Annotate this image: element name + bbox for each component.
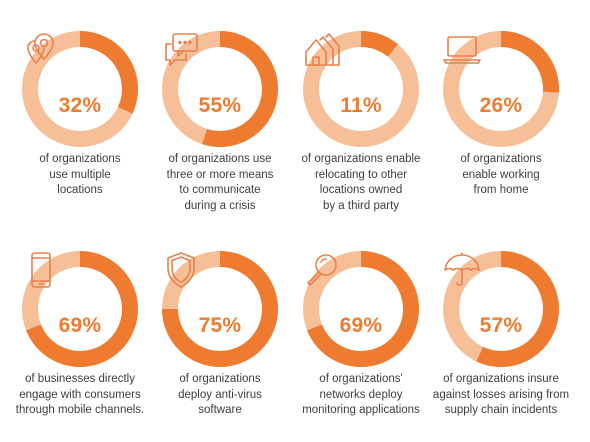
donut-value-arc [500,31,559,93]
smartphone-icon [31,252,51,288]
percentage-label: 69% [339,314,383,337]
donut-chart [303,251,419,367]
percentage-label: 32% [58,94,102,117]
percentage-label: 57% [479,314,523,337]
percentage-label: 26% [479,94,523,117]
donut-value-arc [202,31,278,147]
umbrella-icon [444,252,480,287]
stat-description: of organizations use three or more means… [166,153,274,212]
donut-ring: 32% [21,30,139,148]
shield-icon [167,252,195,288]
percentage-label: 75% [198,314,242,337]
donut-ring: 69% [21,250,139,368]
houses-icon [305,33,340,66]
percentage-label: 55% [198,94,242,117]
donut-chart [22,251,138,367]
donut-value-arc [79,31,138,114]
donut-chart [443,31,559,147]
donut-ring: 57% [442,250,560,368]
laptop-icon [443,36,481,64]
donut-chart [162,31,278,147]
donut-chart [443,251,559,367]
stat-description: of organizations deploy anti-virus softw… [178,373,262,416]
donut-chart [303,31,419,147]
donut-chart [22,31,138,147]
donut-value-arc [307,251,419,367]
donut-ring: 69% [302,250,420,368]
donut-value-arc [476,251,559,367]
location-pins-icon [27,33,54,64]
stat-description: of organizations enable working from hom… [460,153,542,196]
donut-value-arc [162,251,278,367]
donut-ring: 75% [161,250,279,368]
stat-description: of organizations insure against losses a… [432,373,570,416]
magnifier-icon [307,254,337,286]
percentage-label: 69% [58,314,102,337]
chat-bubbles-icon [165,33,198,66]
percentage-label: 11% [340,94,382,117]
donut-value-arc [26,251,138,367]
donut-value-arc [360,31,398,57]
donut-chart [162,251,278,367]
stat-description: of organizations use multiple locations [39,153,121,196]
stat-description: of businesses directly engage with consu… [15,373,145,416]
stat-description: of organizations' networks deploy monito… [302,373,420,416]
stat-description: of organizations enable relocating to ot… [301,153,421,212]
donut-ring: 55% [161,30,279,148]
donut-ring: 11% [302,30,420,148]
donut-ring: 26% [442,30,560,148]
